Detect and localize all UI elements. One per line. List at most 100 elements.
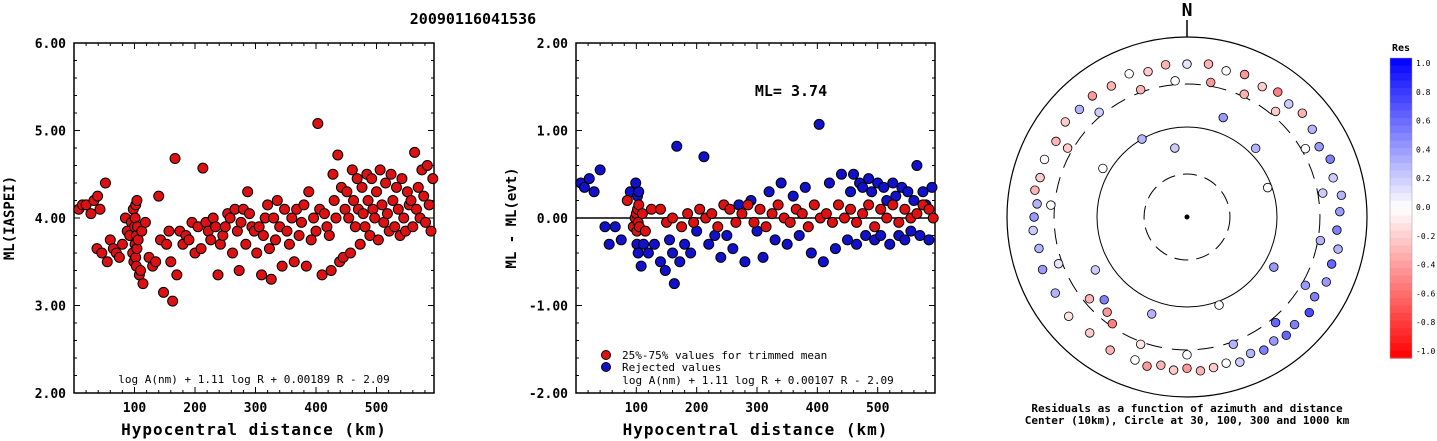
data-point <box>94 203 106 215</box>
station-marker <box>1206 77 1216 88</box>
colorbar-segment <box>1390 238 1412 247</box>
station-marker <box>1094 107 1104 118</box>
rejected-point <box>583 173 595 185</box>
data-point <box>137 278 149 290</box>
station-marker <box>1051 136 1061 147</box>
rejected-point <box>926 181 938 193</box>
data-point <box>212 269 224 281</box>
x-tick-label: 400 <box>806 401 830 416</box>
rejected-point <box>594 164 606 176</box>
data-point <box>300 260 312 272</box>
station-marker <box>1105 345 1115 355</box>
station-marker <box>1035 172 1045 183</box>
trimmed-point <box>748 216 760 228</box>
station-marker <box>1300 280 1311 291</box>
trimmed-point <box>694 203 706 215</box>
epicenter-marker <box>1184 214 1190 220</box>
data-point <box>113 251 125 263</box>
data-point <box>131 195 143 206</box>
station-marker <box>1326 259 1337 269</box>
data-point <box>139 216 151 228</box>
rejected-point <box>866 186 878 198</box>
x-axis-label: Hypocentral distance (km) <box>121 420 387 439</box>
rejected-point <box>899 234 911 246</box>
data-point <box>171 269 183 281</box>
colorbar-segment <box>1390 283 1412 292</box>
x-tick-label: 200 <box>183 401 207 416</box>
residual-vs-distance-panel: 100 200 300 400 500 -2.00 -1.00 0.00 1.00 2.00 Hyp… <box>504 37 939 439</box>
colorbar-tick-label: 0.2 <box>1416 174 1431 183</box>
trimmed-point <box>845 203 857 215</box>
data-point <box>235 216 247 228</box>
data-point <box>390 181 402 193</box>
data-point <box>256 269 268 281</box>
rejected-point <box>578 181 590 193</box>
data-point <box>346 164 358 176</box>
trimmed-point <box>706 208 718 220</box>
data-point <box>396 173 408 185</box>
data-point <box>423 199 435 211</box>
rejected-point <box>679 238 691 250</box>
colorbar-segment <box>1390 290 1412 299</box>
x-tick-label: 400 <box>304 401 328 416</box>
rejected-point <box>685 247 697 259</box>
colorbar-segment <box>1390 140 1412 149</box>
data-point <box>227 247 239 259</box>
rejected-point <box>632 247 644 259</box>
rejected-point <box>805 247 817 259</box>
legend-label-trimmed: 25%-75% values for trimmed mean <box>622 349 827 362</box>
data-point <box>349 221 361 233</box>
trimmed-point <box>682 208 694 220</box>
station-marker <box>1053 259 1064 269</box>
trimmed-point <box>899 203 911 215</box>
formula-label: log A(nm) + 1.11 log R + 0.00107 R - 2.0… <box>622 374 894 387</box>
figure-title: 20090116041536 <box>410 10 536 28</box>
data-point <box>389 221 401 233</box>
station-marker <box>1074 104 1085 115</box>
data-point <box>116 238 128 250</box>
data-point <box>351 173 363 185</box>
data-point <box>99 177 111 189</box>
x-tick-label: 300 <box>745 401 769 416</box>
trimmed-point <box>667 212 679 224</box>
caption-line-2: Center (10km), Circle at 30, 100, 300 an… <box>1025 414 1350 427</box>
rejected-point <box>727 243 739 255</box>
trimmed-point <box>851 216 863 228</box>
colorbar-title: Res <box>1392 43 1410 54</box>
data-point <box>387 195 399 206</box>
trimmed-point <box>784 216 796 228</box>
data-point <box>219 221 231 233</box>
station-marker <box>1214 300 1224 310</box>
trimmed-point <box>645 203 657 215</box>
trimmed-point <box>838 212 850 224</box>
colorbar-segment <box>1390 163 1412 172</box>
station-marker <box>1195 366 1206 376</box>
rejected-point <box>875 230 887 241</box>
data-point <box>150 256 162 268</box>
x-tick-label: 100 <box>123 401 147 416</box>
station-marker <box>1085 328 1095 338</box>
data-point <box>183 234 195 246</box>
data-point <box>421 160 433 171</box>
data-point <box>197 162 209 174</box>
rejected-point <box>775 177 787 189</box>
rejected-point <box>908 195 920 206</box>
x-tick-label: 100 <box>625 401 649 416</box>
data-point <box>420 216 432 228</box>
station-marker <box>1328 173 1338 183</box>
data-point <box>323 230 335 241</box>
rejected-point <box>739 256 751 268</box>
colorbar-segment <box>1390 200 1412 209</box>
data-point <box>343 212 355 224</box>
rejected-point <box>817 256 829 268</box>
y-tick-label: -2.00 <box>529 387 568 402</box>
data-point <box>101 256 113 268</box>
colorbar-tick-label: -0.8 <box>1416 318 1435 327</box>
station-marker <box>1284 99 1294 109</box>
colorbar-segment <box>1390 65 1412 74</box>
data-point <box>392 203 404 215</box>
y-axis-label: ML - ML(evt) <box>504 167 520 268</box>
data-point <box>371 186 383 198</box>
station-marker <box>1137 134 1147 144</box>
data-point <box>385 168 397 180</box>
